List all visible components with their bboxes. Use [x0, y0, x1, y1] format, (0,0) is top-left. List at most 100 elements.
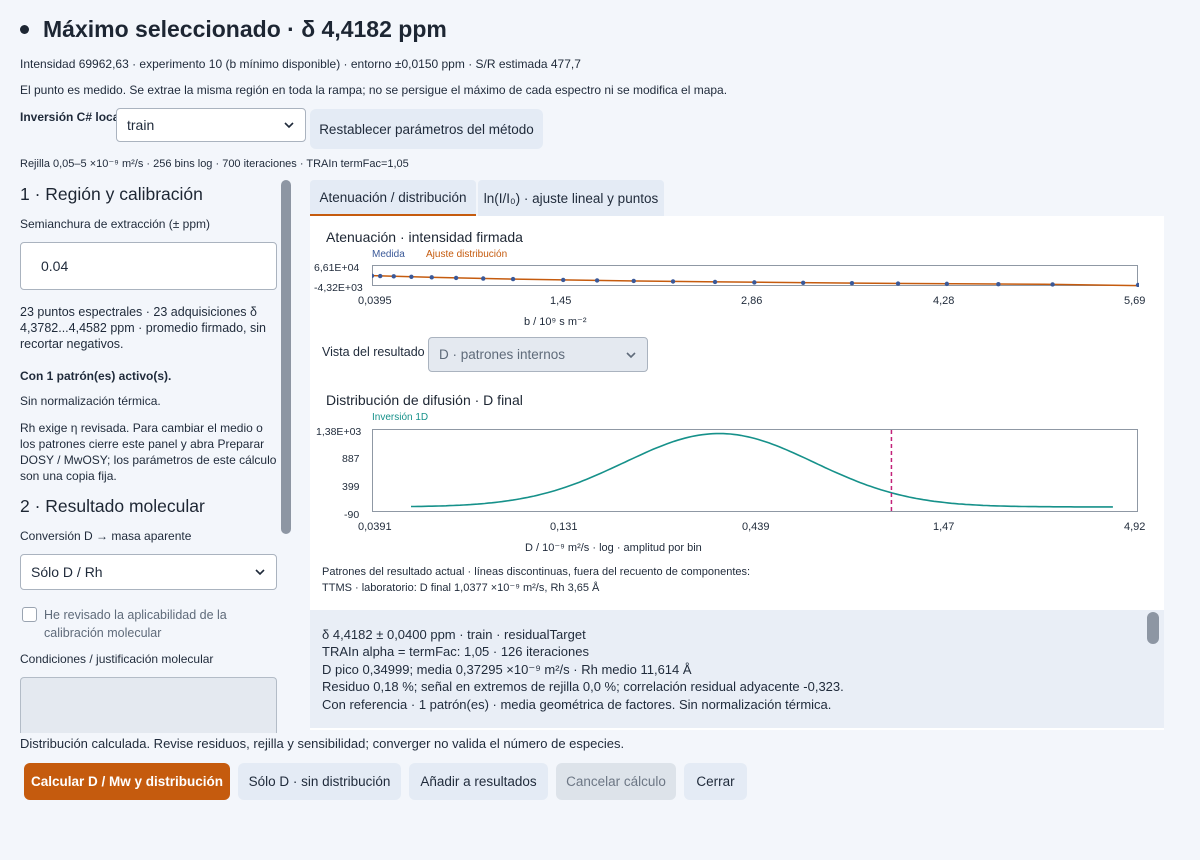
measured-point	[561, 277, 566, 283]
legend-inversion: Inversión 1D	[372, 412, 429, 423]
measured-point	[996, 281, 1001, 287]
add-results-button[interactable]: Añadir a resultados	[409, 763, 548, 800]
dist-ytick-2: 399	[342, 481, 360, 493]
measured-point	[944, 281, 950, 287]
only-d-button[interactable]: Sólo D · sin distribución	[238, 763, 401, 800]
section2-title: 2 · Resultado molecular	[20, 496, 205, 516]
dist-ytick-1: 887	[342, 453, 360, 465]
dist-xtick-2: 0,439	[742, 521, 770, 533]
fit-series-line	[372, 274, 1139, 287]
dist-xtick-4: 4,92	[1124, 521, 1146, 533]
measured-point	[409, 274, 414, 280]
calculate-button[interactable]: Calcular D / Mw y distribución	[24, 763, 230, 800]
measured-point	[391, 274, 396, 279]
legend-measured: Medida	[372, 249, 405, 260]
conditions-label: Condiciones / justificación molecular	[20, 652, 214, 666]
measured-point	[752, 280, 757, 285]
inversion-select-value: train	[127, 117, 155, 133]
measured-point	[849, 280, 855, 286]
conversion-select[interactable]: Sólo D / Rh	[20, 554, 277, 590]
legend-fit: Ajuste distribución	[426, 249, 508, 260]
measured-point	[670, 279, 676, 284]
measured-point	[895, 281, 901, 286]
measured-point	[712, 279, 718, 285]
tab-attenuation[interactable]: Atenuación / distribución	[310, 180, 476, 216]
view-select[interactable]: D · patrones internos	[428, 337, 648, 372]
patterns-line2: TTMS · laboratorio: D final 1,0377 ×10⁻⁹…	[322, 582, 600, 594]
no-thermal: Sin normalización térmica.	[20, 394, 161, 408]
calibration-checkbox-label: He revisado la aplicabilidad de la calib…	[44, 608, 227, 640]
halfwidth-value: 0.04	[41, 258, 69, 274]
patterns-active: Con 1 patrón(es) activo(s).	[20, 369, 172, 383]
conversion-select-value: Sólo D / Rh	[31, 564, 103, 580]
dist-xtick-1: 0,131	[550, 521, 578, 533]
measured-point	[1050, 282, 1055, 287]
result-line-4: Residuo 0,18 %; señal en extremos de rej…	[322, 679, 844, 694]
measured-point	[429, 275, 434, 280]
view-select-value: D · patrones internos	[439, 347, 566, 362]
close-button[interactable]: Cerrar	[684, 763, 747, 800]
chevron-down-icon	[255, 569, 265, 576]
measured-point	[510, 276, 516, 282]
att-xtick-2: 2,86	[741, 295, 763, 307]
att-xtick-3: 4,28	[933, 295, 955, 307]
chevron-down-icon	[626, 351, 636, 358]
dist-ytick-0: 1,38E+03	[316, 426, 362, 438]
dist-xtick-3: 1,47	[933, 521, 955, 533]
distribution-chart	[372, 429, 1138, 512]
att-xtick-1: 1,45	[550, 295, 572, 307]
measured-point	[378, 273, 383, 279]
points-summary: 23 puntos espectrales · 23 adquisiciones…	[20, 305, 266, 351]
result-summary: δ 4,4182 ± 0,0400 ppm · train · residual…	[310, 610, 1164, 728]
conversion-label: Conversión D → masa aparente	[20, 529, 192, 543]
measured-point	[594, 278, 600, 283]
result-line-3: D pico 0,34999; media 0,37295 ×10⁻⁹ m²/s…	[322, 662, 692, 677]
page-title-text: Máximo seleccionado · δ 4,4182 ppm	[43, 16, 447, 42]
tab-ln-fit[interactable]: ln(I/I₀) · ajuste lineal y puntos	[478, 180, 664, 216]
measured-point	[1135, 282, 1139, 287]
att-xtick-4: 5,69	[1124, 295, 1146, 307]
left-scrollbar[interactable]	[281, 180, 291, 534]
inversion-select[interactable]: train	[116, 108, 306, 142]
dist-ytick-3: -90	[344, 509, 360, 521]
calibration-checkbox[interactable]	[22, 607, 37, 622]
attenuation-chart	[372, 265, 1139, 287]
att-xtick-0: 0,0395	[358, 295, 392, 307]
tab-ln-fit-label: ln(I/I₀) · ajuste lineal y puntos	[483, 190, 659, 206]
dist-xlabel: D / 10⁻⁹ m²/s · log · amplitud por bin	[525, 542, 702, 554]
chevron-down-icon	[284, 122, 294, 129]
attenuation-title: Atenuación · intensidad firmada	[326, 229, 523, 245]
halfwidth-label: Semianchura de extracción (± ppm)	[20, 217, 211, 231]
view-label: Vista del resultado	[322, 345, 425, 359]
dist-xtick-0: 0,0391	[358, 521, 392, 533]
measured-point	[631, 278, 636, 284]
inversion-label: Inversión C# local	[20, 110, 123, 124]
cancel-calc-button[interactable]: Cancelar cálculo	[556, 763, 676, 800]
result-line-1: δ 4,4182 ± 0,0400 ppm · train · residual…	[322, 627, 586, 642]
grid-info: Rejilla 0,05–5 ×10⁻⁹ m²/s · 256 bins log…	[20, 158, 409, 170]
tab-attenuation-label: Atenuación / distribución	[319, 189, 467, 205]
result-line-5: Con referencia · 1 patrón(es) · media ge…	[322, 697, 832, 712]
peak-info: Intensidad 69962,63 · experimento 10 (b …	[20, 57, 581, 71]
conditions-textarea[interactable]	[20, 677, 277, 733]
status-dot-icon	[20, 25, 29, 34]
measured-point	[800, 280, 806, 286]
measured-point	[372, 273, 375, 278]
result-scrollbar[interactable]	[1147, 612, 1159, 644]
status-text: Distribución calculada. Revise residuos,…	[20, 736, 625, 751]
distribution-series-line	[411, 432, 1113, 508]
measured-point	[481, 276, 486, 281]
page-title: Máximo seleccionado · δ 4,4182 ppm	[20, 16, 447, 43]
halfwidth-input[interactable]: 0.04	[20, 242, 277, 290]
result-line-2: TRAIn alpha = termFac: 1,05 · 126 iterac…	[322, 644, 589, 659]
rh-note: Rh exige η revisada. Para cambiar el med…	[20, 421, 277, 483]
measured-point	[453, 275, 459, 281]
patterns-line1: Patrones del resultado actual · líneas d…	[322, 566, 751, 578]
distribution-title: Distribución de difusión · D final	[326, 392, 523, 408]
att-ytick-top: 6,61E+04	[314, 262, 360, 274]
att-ytick-bottom: -4,32E+03	[314, 282, 363, 294]
att-xlabel: b / 10⁹ s m⁻²	[524, 316, 587, 328]
region-note: El punto es medido. Se extrae la misma r…	[20, 83, 728, 97]
section1-title: 1 · Región y calibración	[20, 184, 203, 204]
reset-method-button[interactable]: Restablecer parámetros del método	[310, 109, 543, 149]
